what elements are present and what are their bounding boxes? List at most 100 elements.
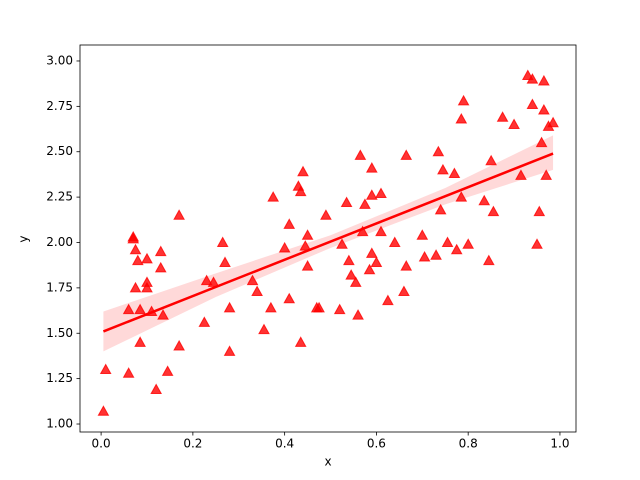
scatter-point xyxy=(283,218,296,229)
scatter-point xyxy=(455,113,468,124)
scatter-point xyxy=(173,339,185,351)
y-tick-label: 2.75 xyxy=(46,99,73,113)
scatter-point xyxy=(216,236,229,247)
scatter-point xyxy=(297,165,309,177)
scatter-point xyxy=(398,285,410,297)
scatter-point xyxy=(363,263,376,275)
y-tick-label: 1.75 xyxy=(46,280,73,294)
scatter-point xyxy=(134,303,146,315)
scatter-point xyxy=(441,236,454,247)
scatter-point xyxy=(432,145,445,157)
scatter-point xyxy=(538,74,550,86)
scatter-point xyxy=(535,136,548,148)
x-tick-label: 0.8 xyxy=(459,437,478,451)
scatter-point xyxy=(400,149,413,160)
regression-line xyxy=(102,152,554,333)
scatter-point xyxy=(340,196,353,208)
y-tick-label: 2.00 xyxy=(46,235,73,249)
y-tick-label: 1.25 xyxy=(46,371,73,385)
scatter-point xyxy=(434,203,447,215)
scatter-point xyxy=(129,281,142,293)
scatter-point xyxy=(173,209,185,220)
scatter-point xyxy=(198,316,211,327)
scatter-point xyxy=(416,229,429,240)
y-tick-label: 1.50 xyxy=(46,326,73,340)
scatter-point xyxy=(97,405,110,416)
scatter-point xyxy=(122,367,135,378)
scatter-point xyxy=(354,149,367,160)
scatter-point xyxy=(267,191,280,202)
scatter-point xyxy=(301,260,314,271)
scatter-point xyxy=(508,118,520,130)
scatter-point xyxy=(526,73,539,84)
scatter-point xyxy=(129,243,142,255)
scatter-point xyxy=(150,383,163,395)
plot-frame xyxy=(79,44,577,433)
scatter-point xyxy=(161,365,174,376)
scatter-point xyxy=(482,254,495,266)
scatter-point xyxy=(478,194,491,206)
scatter-point xyxy=(533,205,546,217)
scatter-point xyxy=(448,167,461,179)
scatter-point xyxy=(313,301,325,313)
y-tick-label: 1.00 xyxy=(46,417,73,431)
y-tick-label: 2.25 xyxy=(46,190,73,204)
scatter-point xyxy=(540,169,553,180)
scatter-point xyxy=(141,281,153,293)
y-axis-label: y xyxy=(17,235,31,242)
scatter-point xyxy=(283,292,296,304)
scatter-point xyxy=(547,116,559,128)
scatter-point xyxy=(365,189,378,200)
scatter-point xyxy=(343,254,355,266)
scatter-point xyxy=(294,185,307,197)
scatter-point xyxy=(487,205,500,217)
scatter-point xyxy=(375,225,387,237)
scatter-point xyxy=(457,94,470,106)
scatter-point xyxy=(418,250,431,262)
scatter-point xyxy=(375,187,387,198)
scatter-point xyxy=(450,243,463,255)
scatter-point xyxy=(430,249,442,260)
scatter-point xyxy=(531,238,543,249)
x-tick-label: 1.0 xyxy=(550,437,569,451)
scatter-point xyxy=(258,323,270,335)
scatter-point xyxy=(207,276,220,287)
scatter-point xyxy=(246,274,259,286)
scatter-point xyxy=(365,247,378,258)
scatter-point xyxy=(122,303,135,315)
scatter-point xyxy=(278,241,291,253)
scatter-point xyxy=(515,169,527,180)
x-tick-label: 0.2 xyxy=(183,437,202,451)
scatter-point xyxy=(333,303,346,315)
scatter-point xyxy=(336,238,348,249)
scatter-point xyxy=(365,162,378,173)
scatter-point xyxy=(496,111,509,122)
scatter-point xyxy=(200,274,213,286)
scatter-point xyxy=(400,260,413,271)
scatter-point xyxy=(127,231,140,242)
scatter-point xyxy=(320,209,332,220)
scatter-point xyxy=(538,103,550,115)
scatter-point xyxy=(485,154,497,166)
scatter-point xyxy=(359,198,371,209)
scatter-point xyxy=(294,336,307,347)
scatter-point xyxy=(352,309,364,320)
scatter-point xyxy=(299,240,312,251)
x-tick-label: 0.4 xyxy=(275,437,294,451)
scatter-point xyxy=(388,236,401,247)
x-tick-label: 0.6 xyxy=(367,437,386,451)
scatter-point xyxy=(251,285,263,297)
scatter-point xyxy=(223,301,236,313)
scatter-point xyxy=(462,238,475,249)
scatter-point xyxy=(437,163,449,175)
scatter-point xyxy=(370,256,383,267)
scatter-point xyxy=(345,269,358,280)
scatter-point xyxy=(223,345,236,356)
scatter-point xyxy=(349,276,362,287)
scatter-point xyxy=(382,294,394,306)
scatter-point xyxy=(455,191,468,202)
y-tick-label: 2.50 xyxy=(46,144,73,158)
x-axis-label: x xyxy=(324,455,331,469)
